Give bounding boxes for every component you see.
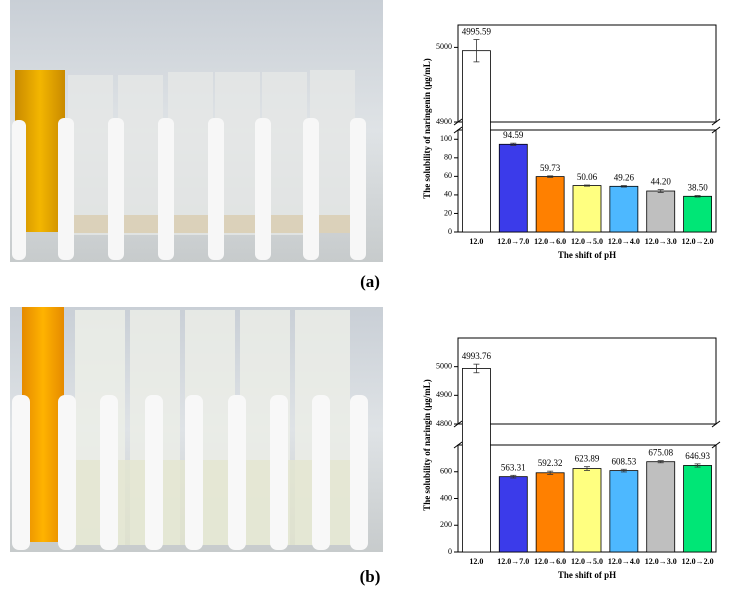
- y-tick-label: 20: [444, 208, 452, 217]
- x-tick-label: 12.0→3.0: [645, 237, 677, 246]
- value-label: 675.08: [648, 448, 673, 458]
- axis-frame: [457, 337, 717, 425]
- bar: [683, 195, 712, 233]
- value-label: 592.32: [538, 458, 563, 468]
- x-tick-label: 12.0→2.0: [682, 237, 714, 246]
- bar: [609, 185, 639, 233]
- x-axis-label: The shift of pH: [558, 570, 616, 580]
- axis-break: [711, 420, 721, 428]
- bar: [462, 50, 491, 233]
- value-label: 50.06: [577, 172, 598, 182]
- axis-break: [453, 126, 463, 134]
- bar: [572, 468, 602, 553]
- bar: [535, 176, 565, 233]
- value-label: 646.93: [685, 451, 710, 461]
- value-label: 49.26: [614, 173, 635, 183]
- x-tick-label: 12.0→5.0: [571, 557, 603, 566]
- value-label: 608.53: [611, 456, 636, 466]
- bar: [646, 461, 676, 553]
- value-label: 59.73: [540, 163, 561, 173]
- y-tick-label: 200: [440, 520, 452, 529]
- value-label: 4993.76: [462, 351, 492, 361]
- y-tick-label: 0: [448, 547, 452, 556]
- axis-frame: [457, 24, 717, 123]
- x-tick-label: 12.0→6.0: [534, 237, 566, 246]
- panel-label: (b): [360, 567, 381, 586]
- panel-label: (a): [360, 272, 380, 291]
- value-label: 623.89: [575, 454, 600, 464]
- photo-a: [10, 0, 383, 262]
- x-tick-label: 12.0→7.0: [497, 237, 529, 246]
- bar: [535, 472, 565, 553]
- x-tick-label: 12.0: [469, 557, 483, 566]
- photo-b: [10, 307, 383, 552]
- x-tick-label: 12.0: [469, 237, 483, 246]
- y-tick-label: 0: [448, 227, 452, 236]
- y-tick-label: 5000: [436, 361, 452, 370]
- x-tick-label: 12.0→5.0: [571, 237, 603, 246]
- x-tick-label: 12.0→3.0: [645, 557, 677, 566]
- y-tick-label: 100: [440, 134, 452, 143]
- value-label: 94.59: [503, 130, 524, 140]
- bar: [572, 185, 602, 233]
- y-tick-label: 5000: [436, 42, 452, 51]
- y-tick-label: 600: [440, 467, 452, 476]
- bar: [462, 368, 491, 553]
- y-tick-label: 400: [440, 493, 452, 502]
- x-tick-label: 12.0→7.0: [497, 557, 529, 566]
- y-tick-label: 4900: [436, 117, 452, 126]
- y-tick-label: 80: [444, 153, 452, 162]
- axis-break: [453, 441, 463, 449]
- bar: [498, 143, 528, 233]
- bar: [609, 470, 639, 553]
- value-label: 4995.59: [462, 27, 492, 37]
- x-tick-label: 12.0→6.0: [534, 557, 566, 566]
- axis-break: [711, 118, 721, 126]
- bar: [683, 465, 712, 553]
- bar: [498, 476, 528, 553]
- y-tick-label: 40: [444, 190, 452, 199]
- y-tick-label: 60: [444, 171, 452, 180]
- axis-break: [711, 441, 721, 449]
- value-label: 44.20: [651, 177, 672, 187]
- x-axis-label: The shift of pH: [558, 250, 616, 260]
- y-axis-label: The solubility of naringin (μg/mL): [422, 379, 432, 511]
- y-axis-label: The solubility of naringenin (μg/mL): [422, 58, 432, 199]
- x-tick-label: 12.0→4.0: [608, 237, 640, 246]
- y-tick-label: 4800: [436, 419, 452, 428]
- x-tick-label: 12.0→4.0: [608, 557, 640, 566]
- x-tick-label: 12.0→2.0: [682, 557, 714, 566]
- y-tick-label: 4900: [436, 390, 452, 399]
- value-label: 38.50: [687, 183, 708, 193]
- bar: [646, 190, 676, 233]
- value-label: 563.31: [501, 462, 526, 472]
- axis-break: [711, 126, 721, 134]
